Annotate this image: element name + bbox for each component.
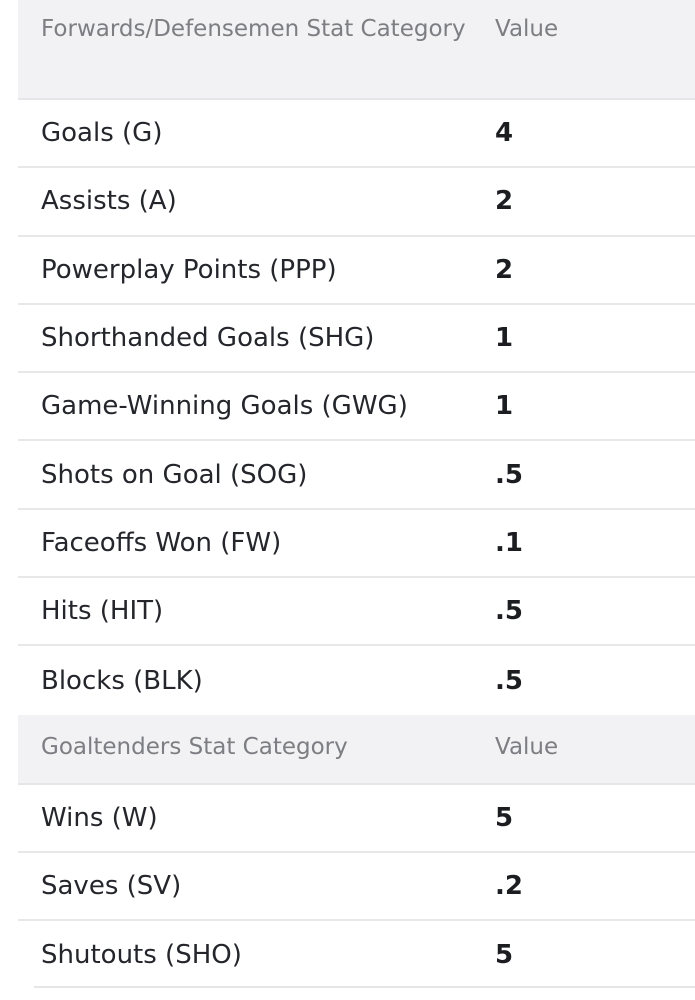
stat-value: .5 (495, 665, 523, 696)
stat-value: 1 (495, 323, 514, 354)
stat-value: .5 (495, 459, 523, 490)
table-row: Powerplay Points (PPP) 2 (18, 237, 695, 305)
table-row: Hits (HIT) .5 (18, 578, 695, 647)
stat-category: Saves (SV) (41, 871, 182, 902)
stat-value: .2 (495, 871, 523, 902)
goalie-category-column-header: Goaltenders Stat Category (41, 733, 348, 760)
table-row: Shorthanded Goals (SHG) 1 (18, 305, 695, 374)
table-row: Faceoffs Won (FW) .1 (18, 510, 695, 579)
table-row: Shots on Goal (SOG) .5 (18, 441, 695, 510)
stat-value: .1 (495, 527, 523, 558)
stat-category: Assists (A) (41, 186, 177, 217)
stat-value: 2 (495, 186, 514, 217)
table-row: Game-Winning Goals (GWG) 1 (18, 373, 695, 442)
stat-category: Blocks (BLK) (41, 665, 203, 696)
skater-table-header: Forwards/Defensemen Stat Category Value (18, 0, 695, 100)
table-row: Goals (G) 4 (18, 100, 695, 169)
stat-category: Shutouts (SHO) (41, 940, 242, 971)
table-row: Blocks (BLK) .5 (18, 646, 695, 714)
stat-category: Hits (HIT) (41, 596, 164, 627)
table-bottom-divider (34, 986, 695, 988)
stat-value: 4 (495, 118, 514, 149)
stat-value: 1 (495, 391, 514, 422)
stat-category: Goals (G) (41, 118, 163, 149)
stat-category: Shots on Goal (SOG) (41, 459, 308, 490)
table-row: Assists (A) 2 (18, 168, 695, 237)
goalie-table-header: Goaltenders Stat Category Value (18, 714, 695, 785)
stat-category: Powerplay Points (PPP) (41, 254, 337, 285)
stat-value: 2 (495, 254, 514, 285)
scoring-settings-table: Forwards/Defensemen Stat Category Value … (18, 0, 695, 990)
stat-category: Wins (W) (41, 802, 158, 833)
table-row: Shutouts (SHO) 5 (18, 921, 695, 989)
skater-category-column-header: Forwards/Defensemen Stat Category (41, 16, 466, 42)
stat-value: 5 (495, 802, 514, 833)
goalie-value-column-header: Value (495, 733, 559, 760)
stat-category: Faceoffs Won (FW) (41, 527, 282, 558)
table-row: Wins (W) 5 (18, 785, 695, 853)
stat-category: Shorthanded Goals (SHG) (41, 323, 375, 354)
stat-value: .5 (495, 596, 523, 627)
table-row: Saves (SV) .2 (18, 853, 695, 922)
stat-category: Game-Winning Goals (GWG) (41, 391, 408, 422)
skater-value-column-header: Value (495, 16, 559, 42)
stat-value: 5 (495, 940, 514, 971)
